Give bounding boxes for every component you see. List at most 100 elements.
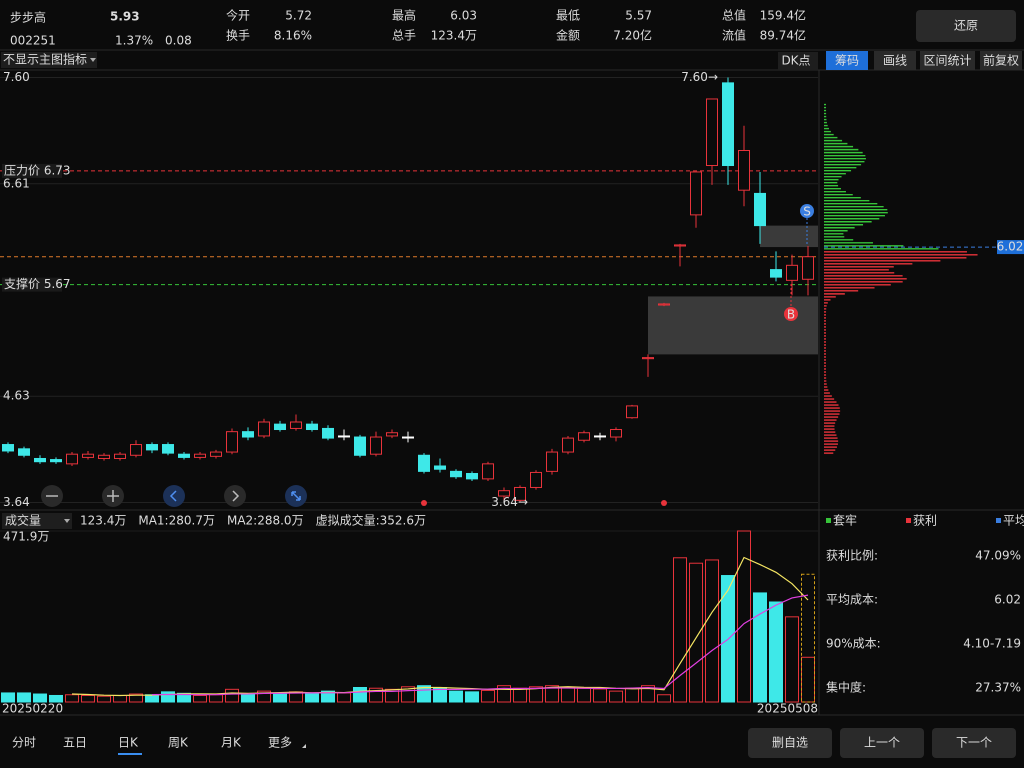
stat-label: 流值: [722, 28, 746, 43]
volume-bar: [705, 559, 719, 703]
candle-body: [50, 459, 62, 463]
volume-bar: [529, 686, 543, 703]
chip-stat-label: 集中度:: [826, 680, 866, 695]
candle-body: [466, 473, 478, 480]
dk-button[interactable]: [778, 52, 818, 70]
volume-bar: [769, 601, 783, 703]
volume-bar: [145, 694, 159, 703]
candle-body: [562, 437, 574, 453]
volume-bar: [225, 688, 239, 703]
candle-body: [418, 454, 430, 472]
footer-button-label: 删自选: [772, 736, 808, 750]
stat-value: 5.57: [625, 9, 652, 23]
candle-body: [130, 444, 142, 456]
volume-bar: [337, 692, 351, 703]
candle-body: [514, 486, 526, 501]
candle-body: [290, 421, 302, 429]
signal-marker: [800, 204, 814, 218]
candle-body: [370, 436, 382, 455]
stat-value: 89.74亿: [760, 28, 806, 43]
period-tab[interactable]: 更多: [268, 736, 292, 750]
stat-label: 最高: [392, 8, 416, 23]
stat-value: 7.20亿: [613, 28, 652, 43]
candle-body: [498, 490, 510, 497]
signal-marker: [784, 307, 798, 321]
candle-body: [338, 435, 350, 438]
candle-body: [690, 171, 702, 216]
restore-button[interactable]: [916, 10, 1016, 42]
nav-icon: [291, 491, 301, 501]
footer-button[interactable]: [840, 728, 924, 758]
toolbar-tab[interactable]: [920, 51, 975, 70]
footer-button[interactable]: [932, 728, 1016, 758]
footer-button[interactable]: [748, 728, 832, 758]
stock-code: 002251: [10, 34, 56, 48]
stat-value: 6.03: [450, 9, 477, 23]
virtual-volume-bar: [801, 573, 815, 703]
chip-legend-label: 获利: [913, 514, 937, 528]
y-tick-label: 471.9万: [3, 530, 49, 544]
candle-body: [722, 82, 734, 167]
chip-legend-swatch: [906, 518, 911, 523]
active-tab-underline: [118, 753, 142, 755]
volume-bar: [49, 694, 63, 703]
toolbar-tab[interactable]: [980, 51, 1022, 70]
chip-stat-value: 6.02: [994, 593, 1021, 607]
period-tab[interactable]: 月K: [221, 736, 242, 750]
more-arrow: [302, 744, 306, 748]
volume-bar: [321, 690, 335, 703]
volume-legend: 虚拟成交量:352.6万: [316, 513, 426, 528]
volume-bar: [481, 689, 495, 703]
volume-bar: [545, 685, 559, 703]
volume-bar: [1, 692, 15, 703]
volume-select[interactable]: [2, 513, 72, 529]
volume-bar: [17, 692, 31, 703]
candle-body: [402, 436, 414, 439]
indicator-select[interactable]: [1, 52, 97, 68]
ma-line: [71, 556, 809, 697]
y-tick-label: 4.63: [3, 389, 30, 403]
toolbar-tab[interactable]: [826, 51, 868, 70]
candle-body: [210, 451, 222, 457]
chip-legend-label: 平均: [1003, 514, 1024, 528]
period-tab[interactable]: 周K: [168, 736, 189, 750]
period-tab[interactable]: 分时: [12, 736, 36, 750]
nav-button[interactable]: [224, 485, 246, 507]
y-tick-label: 7.60: [3, 70, 30, 84]
candle-body: [18, 448, 30, 456]
chip-stat-label: 90%成本:: [826, 637, 881, 651]
volume-bar: [625, 687, 639, 703]
stat-label: 今开: [226, 8, 250, 23]
nav-icon: [169, 490, 177, 502]
x-tick-label: 20250508: [757, 702, 818, 716]
signal-label: B: [787, 308, 795, 322]
candle-body: [786, 264, 798, 281]
avg-cost-label: 6.02: [997, 240, 1024, 254]
candle-body: [546, 451, 558, 472]
volume-bar: [785, 616, 799, 703]
chip-legend-swatch: [996, 518, 1001, 523]
candle-body: [258, 421, 270, 437]
chip-stat-value: 27.37%: [975, 681, 1021, 695]
candle-body: [450, 470, 462, 478]
toolbar-tab-label: 筹码: [835, 54, 859, 68]
stock-name: 步步高: [10, 10, 46, 25]
volume-bar: [673, 557, 687, 703]
volume-bar: [689, 562, 703, 703]
volume-bar: [241, 693, 255, 703]
period-tab[interactable]: 五日: [63, 736, 87, 750]
chip-legend-swatch: [826, 518, 831, 523]
volume-bar: [561, 687, 575, 703]
toolbar-tab[interactable]: [874, 51, 916, 70]
candle-body: [162, 444, 174, 454]
candle-body: [610, 429, 622, 438]
period-tab[interactable]: 日K: [118, 736, 139, 750]
volume-bar: [801, 656, 815, 703]
change-pct: 1.37%: [115, 34, 153, 48]
stat-value: 8.16%: [274, 29, 312, 43]
nav-button[interactable]: [163, 485, 185, 507]
candle-body: [434, 465, 446, 470]
candle-body: [674, 244, 686, 247]
volume-bar: [65, 694, 79, 703]
chip-legend-label: 套牢: [833, 513, 857, 528]
